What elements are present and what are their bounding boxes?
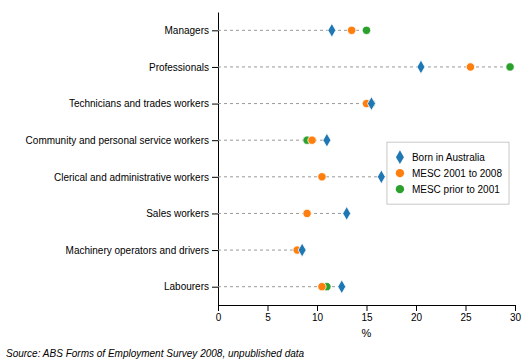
point bbox=[417, 60, 425, 74]
x-tick: 15 bbox=[361, 305, 373, 323]
point bbox=[328, 23, 336, 37]
legend-label: Born in Australia bbox=[412, 152, 485, 163]
y-tick-mark bbox=[212, 177, 218, 178]
x-tick-label: 30 bbox=[510, 312, 522, 323]
y-tick: Sales workers bbox=[146, 208, 218, 219]
y-tick-label: Technicians and trades workers bbox=[69, 98, 209, 109]
point bbox=[318, 173, 326, 181]
y-tick-label: Community and personal service workers bbox=[26, 135, 209, 146]
point bbox=[343, 207, 351, 221]
x-tick-label: 25 bbox=[460, 312, 472, 323]
x-tick-label: 5 bbox=[265, 312, 271, 323]
point bbox=[506, 63, 514, 71]
x-tick-label: 15 bbox=[361, 312, 373, 323]
point bbox=[367, 97, 375, 111]
x-tick-label: 0 bbox=[216, 312, 222, 323]
source-note: Source: ABS Forms of Employment Survey 2… bbox=[6, 348, 305, 359]
legend-label: MESC prior to 2001 bbox=[412, 184, 500, 195]
point bbox=[338, 280, 346, 294]
y-axis: Managers Professionals Technicians and tra… bbox=[26, 13, 219, 306]
y-tick-mark bbox=[212, 67, 218, 68]
legend-marker bbox=[396, 169, 404, 177]
x-axis-line bbox=[219, 306, 516, 312]
x-tick-mark bbox=[367, 305, 368, 311]
x-tick: 30 bbox=[510, 305, 522, 323]
legend-item: Born in Australia bbox=[396, 150, 485, 164]
x-tick: 20 bbox=[411, 305, 423, 323]
x-axis-title: % bbox=[362, 327, 372, 339]
point bbox=[298, 243, 306, 257]
y-tick-label: Machinery operators and drivers bbox=[66, 245, 209, 256]
marks bbox=[218, 23, 514, 293]
plot-area: 0 5 10 15 20 25 30 Managers Professionals Technic… bbox=[26, 13, 522, 340]
x-axis: 0 5 10 15 20 25 30 bbox=[216, 305, 522, 323]
y-tick-mark bbox=[212, 104, 218, 105]
point bbox=[318, 283, 326, 291]
y-tick: Labourers bbox=[164, 281, 218, 292]
y-tick-label: Clerical and administrative workers bbox=[54, 172, 209, 183]
y-tick-mark bbox=[212, 140, 218, 141]
y-tick: Managers bbox=[165, 25, 218, 36]
x-tick-mark bbox=[466, 305, 467, 311]
y-tick: Professionals bbox=[149, 62, 218, 73]
x-tick: 5 bbox=[265, 305, 271, 323]
x-tick: 10 bbox=[312, 305, 324, 323]
legend-marker bbox=[396, 150, 404, 164]
x-tick: 25 bbox=[460, 305, 472, 323]
legend-label: MESC 2001 to 2008 bbox=[412, 168, 502, 179]
y-tick-label: Managers bbox=[165, 25, 209, 36]
y-tick-label: Labourers bbox=[164, 281, 209, 292]
point bbox=[303, 209, 311, 217]
x-tick-mark bbox=[515, 305, 516, 311]
x-tick-mark bbox=[317, 305, 318, 311]
y-tick: Technicians and trades workers bbox=[69, 98, 218, 109]
y-tick: Machinery operators and drivers bbox=[66, 245, 218, 256]
chart: 0 5 10 15 20 25 30 Managers Professionals Technic… bbox=[0, 0, 529, 363]
legend-marker bbox=[396, 185, 404, 193]
x-tick-mark bbox=[416, 305, 417, 311]
x-tick-mark bbox=[218, 305, 219, 311]
legend: Born in Australia MESC 2001 to 2008 MESC p… bbox=[387, 142, 509, 204]
y-tick-mark bbox=[212, 287, 218, 288]
x-tick-label: 10 bbox=[312, 312, 324, 323]
point bbox=[347, 26, 355, 34]
leader-line bbox=[218, 176, 381, 177]
y-tick-mark bbox=[212, 213, 218, 214]
legend-item: MESC prior to 2001 bbox=[396, 184, 500, 195]
x-tick: 0 bbox=[216, 305, 222, 323]
y-axis-line bbox=[218, 13, 219, 306]
legend-frame bbox=[387, 142, 509, 204]
y-tick-label: Sales workers bbox=[146, 208, 209, 219]
y-tick: Clerical and administrative workers bbox=[54, 172, 218, 183]
leader-line bbox=[218, 213, 347, 214]
y-tick: Community and personal service workers bbox=[26, 135, 218, 146]
point bbox=[308, 136, 316, 144]
leader-line bbox=[218, 30, 367, 31]
point bbox=[377, 170, 385, 184]
y-tick-mark bbox=[212, 250, 218, 251]
point bbox=[362, 26, 370, 34]
x-tick-mark bbox=[268, 305, 269, 311]
legend-item: MESC 2001 to 2008 bbox=[396, 168, 503, 179]
y-tick-label: Professionals bbox=[149, 62, 209, 73]
leader-line bbox=[218, 103, 371, 104]
point bbox=[466, 63, 474, 71]
series bbox=[303, 26, 514, 291]
x-tick-label: 20 bbox=[411, 312, 423, 323]
point bbox=[323, 133, 331, 147]
y-tick-mark bbox=[212, 30, 218, 31]
leader-line bbox=[218, 250, 302, 251]
